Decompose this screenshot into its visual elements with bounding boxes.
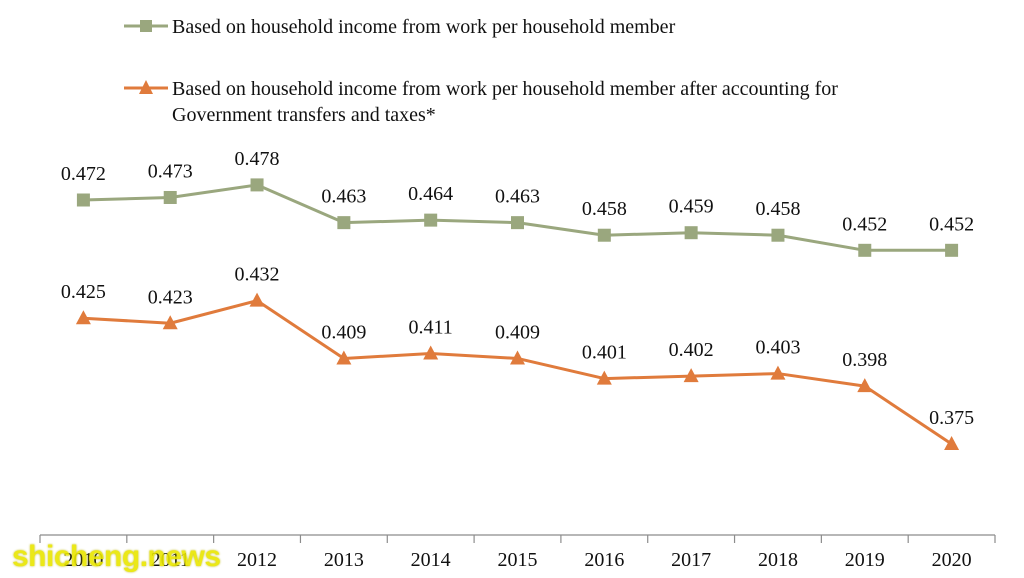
legend-label: Based on household income from work per …: [172, 78, 838, 100]
data-point-triangle: [75, 310, 91, 325]
x-tick-label: 2012: [237, 549, 277, 571]
legend-entry-2: Based on household income from work per …: [124, 78, 838, 126]
data-point-triangle: [944, 436, 960, 450]
data-point-square: [76, 193, 90, 207]
legend-label: Based on household income from work per …: [172, 16, 676, 38]
data-label: 0.463: [495, 186, 540, 208]
series-markers: [75, 178, 960, 450]
data-label: 0.409: [321, 321, 366, 343]
data-point-square: [511, 216, 524, 230]
data-label: 0.458: [755, 198, 800, 220]
data-point-square: [684, 226, 698, 240]
legend: Based on household income from work per …: [124, 16, 838, 126]
data-point-triangle: [596, 370, 612, 385]
x-tick-label: 2014: [411, 549, 451, 571]
data-point-triangle: [423, 345, 439, 360]
data-labels: 0.472 0.473 0.478 0.463 0.464 0.463 0.458 0.459…: [61, 148, 974, 429]
x-tick-label: 2015: [498, 549, 538, 571]
legend-label: Government transfers and taxes*: [172, 104, 436, 126]
data-point-triangle: [162, 315, 178, 330]
watermark-text: shicheng.news: [12, 540, 221, 573]
legend-square-marker: [140, 20, 152, 32]
data-label: 0.478: [235, 148, 280, 170]
data-point-square: [597, 228, 611, 242]
data-label: 0.375: [929, 407, 974, 429]
x-tick-label: 2018: [758, 549, 798, 571]
data-point-square: [250, 178, 264, 192]
data-label: 0.402: [669, 339, 714, 361]
data-label: 0.472: [61, 163, 106, 185]
data-point-square: [858, 243, 872, 257]
data-point-triangle: [683, 368, 699, 383]
data-label: 0.398: [842, 349, 887, 371]
data-label: 0.463: [321, 186, 366, 208]
data-label: 0.473: [148, 160, 193, 182]
data-label: 0.409: [495, 321, 540, 343]
x-tick-label: 2020: [932, 549, 972, 571]
data-label: 0.423: [148, 286, 193, 308]
data-label: 0.452: [842, 213, 887, 235]
x-tick-label: 2013: [324, 549, 364, 571]
x-axis: 2010 2011 2012 2013 2014 2015 2016 2017 2018 2019…: [39, 534, 996, 571]
data-label: 0.464: [408, 183, 453, 205]
data-label: 0.403: [755, 337, 800, 359]
data-label: 0.411: [409, 316, 453, 338]
data-label: 0.459: [669, 196, 714, 218]
data-point-square: [945, 243, 959, 257]
data-label: 0.401: [582, 342, 627, 364]
data-point-square: [771, 228, 785, 242]
data-point-square: [424, 213, 438, 227]
data-point-square: [163, 190, 177, 204]
legend-entry-1: Based on household income from work per …: [124, 16, 676, 38]
data-label: 0.452: [929, 213, 974, 235]
data-point-triangle: [857, 378, 873, 393]
x-tick-label: 2010: [63, 549, 103, 571]
data-label: 0.458: [582, 198, 627, 220]
data-point-triangle: [336, 350, 352, 365]
data-label: 0.432: [235, 264, 280, 286]
data-point-square: [337, 216, 351, 230]
x-tick-label: 2019: [845, 549, 885, 571]
x-tick-label: 2016: [584, 549, 624, 571]
data-label: 0.425: [61, 281, 106, 303]
x-tick-label: 2017: [671, 549, 711, 571]
x-tick-label: 2011: [151, 549, 190, 571]
legend-triangle-marker: [139, 80, 153, 94]
data-point-triangle: [770, 365, 786, 380]
data-point-triangle: [510, 350, 525, 365]
data-point-triangle: [249, 292, 265, 307]
